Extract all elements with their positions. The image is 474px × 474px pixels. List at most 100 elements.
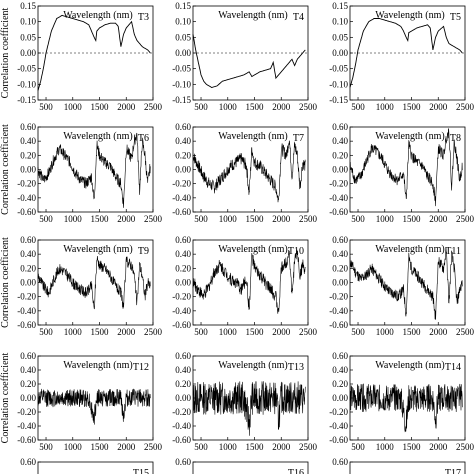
y-tick-label: 0.20 [332, 263, 348, 273]
y-tick-label: -0.15 [17, 95, 36, 105]
y-tick-label: 0.00 [175, 48, 191, 58]
y-tick-label: 0.60 [20, 235, 36, 245]
x-axis-label: Wavelength (nm) [218, 131, 287, 142]
panel-t4: -0.15 -0.10 -0.05 0.00 0.05 0.10 0.15 500 1000 15… [172, 1, 317, 112]
x-tick-label: 1500 [403, 102, 422, 112]
y-tick-label: 0.05 [175, 32, 191, 42]
panel-title: T13 [288, 362, 304, 373]
series-line [349, 247, 463, 320]
y-tick-label: 0.20 [175, 150, 191, 160]
panel-title: T5 [450, 12, 461, 23]
x-tick-label: 1500 [91, 327, 110, 337]
panel-t8: -0.60 -0.40 -0.20 0.00 0.20 0.40 0.60 500 1000 15… [329, 122, 474, 224]
y-tick-label: -0.60 [17, 207, 36, 217]
panel-title: T10 [288, 246, 304, 257]
x-tick-label: 2500 [456, 102, 474, 112]
y-tick-label: 0.00 [20, 48, 36, 58]
series-line [349, 18, 463, 88]
x-tick-label: 1500 [246, 214, 265, 224]
y-tick-label: 0.15 [332, 1, 348, 11]
x-tick-label: 1500 [403, 214, 422, 224]
x-axis-label: Wavelength (nm) [375, 10, 444, 21]
y-tick-label: -0.20 [329, 179, 348, 189]
x-axis-label: Wavelength (nm) [218, 360, 287, 371]
y-tick-label: -0.20 [329, 292, 348, 302]
y-tick-label: 0.15 [20, 1, 36, 11]
x-axis-label: Wavelength (nm) [63, 360, 132, 371]
x-tick-label: 500 [194, 442, 208, 452]
panel-t9: -0.60 -0.40 -0.20 0.00 0.20 0.40 0.60 500 1000 15… [0, 235, 163, 337]
x-tick-label: 500 [39, 102, 53, 112]
series-line [192, 381, 306, 436]
x-tick-label: 2500 [144, 102, 163, 112]
y-tick-label: 0.00 [175, 393, 191, 403]
x-tick-label: 2000 [429, 214, 448, 224]
y-tick-label: 0.60 [175, 235, 191, 245]
series-line [192, 34, 306, 88]
x-tick-label: 2500 [144, 442, 163, 452]
x-tick-label: 2000 [429, 327, 448, 337]
panel-t11: -0.60 -0.40 -0.20 0.00 0.20 0.40 0.60 500 1000 15… [329, 235, 474, 337]
x-tick-label: 500 [351, 102, 365, 112]
x-tick-label: 500 [351, 327, 365, 337]
y-tick-label: 0.05 [20, 32, 36, 42]
x-tick-label: 1500 [403, 327, 422, 337]
x-axis-label: Wavelength (nm) [375, 131, 444, 142]
y-tick-label: 0.20 [20, 263, 36, 273]
panel-t7: -0.60 -0.40 -0.20 0.00 0.20 0.40 0.60 500 1000 15… [172, 122, 317, 224]
x-tick-label: 1000 [376, 442, 395, 452]
y-tick-label: 0.60 [20, 457, 36, 467]
y-tick-label: -0.20 [329, 407, 348, 417]
y-tick-label: -0.60 [172, 207, 191, 217]
y-tick-label: 0.60 [175, 122, 191, 132]
y-tick-label: -0.40 [329, 421, 348, 431]
y-tick-label: 0.00 [332, 48, 348, 58]
x-tick-label: 500 [194, 327, 208, 337]
y-tick-label: -0.20 [17, 292, 36, 302]
x-tick-label: 1500 [246, 102, 265, 112]
panel-title: T3 [138, 12, 149, 23]
x-tick-label: 2500 [456, 327, 474, 337]
y-tick-label: 0.60 [332, 457, 348, 467]
y-tick-label: 0.40 [332, 249, 348, 259]
y-tick-label: 0.60 [175, 351, 191, 361]
y-tick-label: 0.40 [20, 365, 36, 375]
y-tick-label: 0.15 [175, 1, 191, 11]
y-tick-label: -0.60 [329, 435, 348, 445]
y-tick-label: 0.00 [175, 278, 191, 288]
y-tick-label: 0.00 [332, 165, 348, 175]
panel-title: T17 [445, 468, 461, 474]
y-tick-label: -0.20 [172, 179, 191, 189]
y-tick-label: 0.10 [175, 17, 191, 27]
y-tick-label: 0.10 [332, 17, 348, 27]
panel-t5: -0.15 -0.10 -0.05 0.00 0.05 0.10 0.15 500 1000 15… [329, 1, 474, 112]
panel-title: T14 [445, 362, 461, 373]
y-tick-label: 0.40 [175, 136, 191, 146]
y-tick-label: 0.40 [332, 136, 348, 146]
x-tick-label: 1000 [219, 327, 238, 337]
y-tick-label: 0.60 [20, 351, 36, 361]
y-tick-label: -0.40 [17, 421, 36, 431]
y-tick-label: 0.20 [175, 379, 191, 389]
panel-title: T11 [445, 246, 461, 257]
y-tick-label: 0.40 [175, 249, 191, 259]
plot-frame [192, 461, 309, 474]
y-tick-label: 0.20 [332, 150, 348, 160]
x-tick-label: 2500 [144, 214, 163, 224]
x-tick-label: 1500 [246, 442, 265, 452]
x-tick-label: 2000 [429, 102, 448, 112]
x-axis-label: Wavelength (nm) [63, 10, 132, 21]
y-tick-label: 0.20 [175, 263, 191, 273]
x-tick-label: 1500 [91, 442, 110, 452]
panel-t17: 0.60 T17 [332, 457, 466, 474]
x-tick-label: 2000 [272, 442, 291, 452]
x-tick-label: 1000 [64, 214, 83, 224]
y-axis-label: Correlation coefficient [0, 352, 11, 443]
x-tick-label: 2500 [299, 102, 318, 112]
x-axis-label: Wavelength (nm) [375, 360, 444, 371]
x-tick-label: 1500 [246, 327, 265, 337]
y-tick-label: 0.05 [332, 32, 348, 42]
panel-t6: -0.60 -0.40 -0.20 0.00 0.20 0.40 0.60 500 1000 15… [0, 122, 163, 224]
series-line [37, 14, 151, 91]
